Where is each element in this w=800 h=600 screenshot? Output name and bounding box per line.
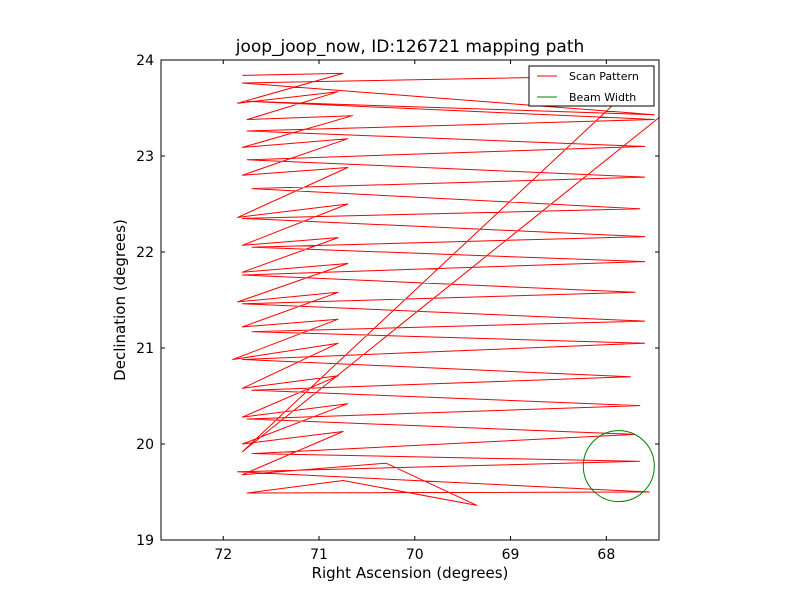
- legend: Scan Pattern Beam Width: [528, 65, 655, 107]
- legend-label-beam-width: Beam Width: [569, 91, 636, 104]
- y-tick-label: 21: [136, 341, 154, 357]
- ticks-layer: 72 71 70 69 68 19 20 21 22 23 24: [136, 53, 659, 563]
- series-layer: [232, 72, 659, 506]
- y-tick-label: 20: [136, 437, 154, 453]
- beam-width-circle: [582, 430, 655, 503]
- y-tick-label: 24: [136, 53, 154, 69]
- y-tick-label: 19: [136, 533, 154, 549]
- x-tick-label: 72: [214, 547, 232, 563]
- y-axis-label: Declination (degrees): [111, 219, 129, 381]
- legend-label-scan-pattern: Scan Pattern: [569, 70, 639, 83]
- y-tick-label: 22: [136, 245, 154, 261]
- x-tick-label: 70: [406, 547, 424, 563]
- x-axis-label: Right Ascension (degrees): [312, 564, 509, 582]
- chart-title: joop_joop_now, ID:126721 mapping path: [235, 37, 585, 57]
- x-tick-label: 71: [310, 547, 328, 563]
- plot-area: [160, 59, 660, 541]
- legend-box: [528, 65, 655, 107]
- scan-pattern-line: [232, 72, 659, 506]
- x-tick-label: 68: [597, 547, 615, 563]
- x-tick-label: 69: [502, 547, 520, 563]
- axes-frame: [160, 59, 660, 541]
- y-tick-label: 23: [136, 149, 154, 165]
